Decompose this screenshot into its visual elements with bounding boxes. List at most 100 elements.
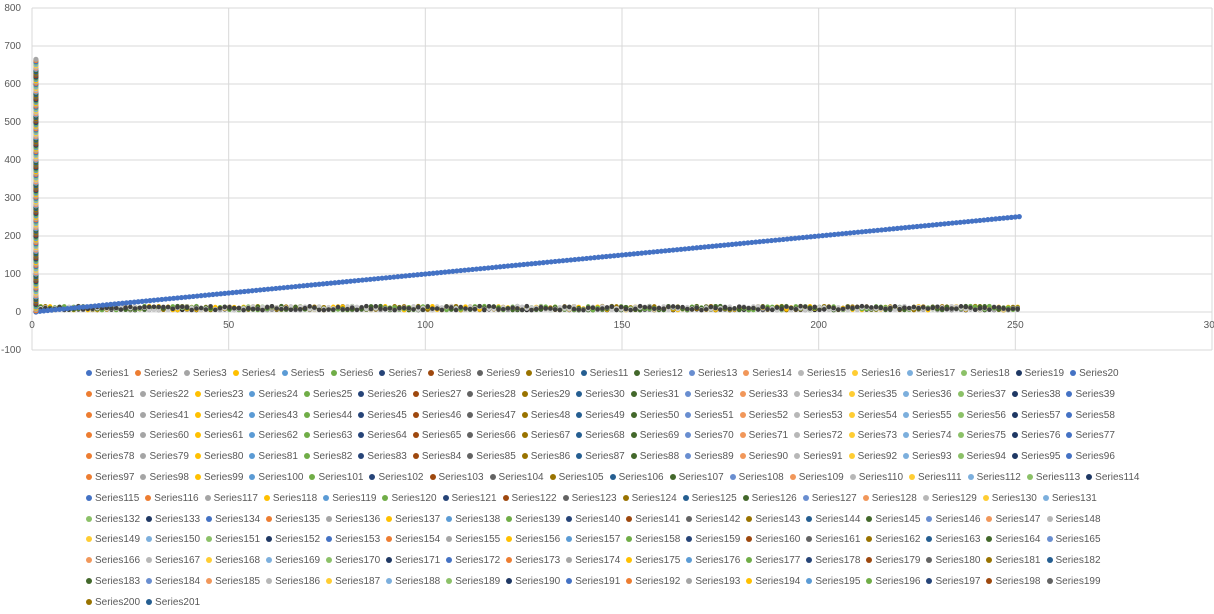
series1-point (839, 231, 845, 237)
band-point (236, 305, 242, 311)
series1-point (654, 248, 661, 255)
series1-point (666, 247, 672, 254)
legend-item: Series6 (330, 364, 373, 385)
legend-item: Series110 (849, 468, 903, 489)
band-point (618, 304, 624, 310)
band-point (194, 306, 199, 311)
legend-item: Series111 (909, 468, 962, 489)
legend-marker-icon (446, 577, 453, 584)
x-tick-label: 50 (223, 320, 235, 331)
legend-item: Series106 (609, 468, 664, 489)
legend-item: Series73 (848, 426, 897, 447)
legend-item: Series159 (686, 530, 740, 551)
legend-label: Series179 (875, 555, 921, 567)
legend-marker-icon (467, 453, 474, 460)
y-tick-label: 300 (4, 193, 21, 204)
legend-label: Series13 (697, 368, 738, 379)
legend-label: Series147 (995, 513, 1041, 525)
legend-item: Series78 (86, 447, 134, 468)
legend-marker-icon (206, 557, 213, 564)
series1-point (918, 223, 924, 229)
series1-point (709, 243, 716, 249)
legend-label: Series118 (272, 492, 318, 504)
band-point (769, 307, 775, 313)
band-point (354, 307, 360, 313)
legend-label: Series40 (95, 409, 135, 421)
series1-point (835, 231, 841, 237)
band-point (826, 304, 832, 310)
legend-marker-icon (249, 411, 256, 418)
legend-label: Series135 (275, 513, 321, 525)
legend-label: Series195 (815, 575, 861, 587)
legend-item: Series99 (194, 468, 243, 489)
legend-marker-icon (194, 390, 201, 397)
legend-item: Series157 (566, 530, 620, 551)
legend-label: Series194 (755, 575, 801, 587)
band-point (628, 307, 633, 313)
band-point (543, 306, 548, 311)
series1-point (363, 277, 369, 283)
legend-marker-icon (739, 453, 746, 460)
band-point (713, 305, 718, 311)
band-point (765, 307, 770, 312)
series1-point (871, 228, 877, 234)
band-point (496, 307, 501, 312)
legend-item: Series147 (986, 510, 1041, 531)
legend-label: Series170 (335, 555, 381, 567)
legend-item: Series136 (326, 510, 380, 531)
legend-marker-icon (266, 536, 273, 543)
series1-point (1000, 215, 1007, 221)
series1-point (261, 286, 267, 293)
band-point (458, 304, 464, 310)
legend-marker-icon (506, 557, 513, 564)
band-point (727, 306, 733, 312)
legend-label: Series171 (395, 555, 441, 567)
legend-marker-icon (386, 515, 393, 522)
legend-marker-icon (429, 473, 436, 480)
legend-label: Series66 (476, 430, 516, 442)
legend-marker-icon (303, 411, 310, 418)
legend-marker-icon (848, 390, 855, 397)
legend-label: Series160 (755, 534, 801, 546)
series1-point (446, 269, 452, 275)
band-point (477, 303, 482, 309)
band-point (345, 306, 350, 312)
legend-label: Series49 (585, 409, 625, 421)
legend-marker-icon (379, 370, 386, 376)
legend-marker-icon (746, 536, 753, 543)
band-point (538, 304, 544, 310)
legend-item: Series163 (926, 530, 980, 551)
series1-point (485, 265, 491, 271)
legend-label: Series54 (857, 409, 898, 421)
legend-item: Series77 (1066, 426, 1115, 447)
legend-label: Series83 (367, 451, 407, 463)
legend-label: Series131 (1051, 492, 1097, 504)
legend-marker-icon (802, 494, 809, 501)
legend-marker-icon (412, 390, 419, 397)
series1-point (568, 257, 574, 263)
band-point (614, 307, 619, 313)
band-point (397, 306, 402, 311)
legend-marker-icon (669, 473, 676, 480)
band-point (892, 304, 898, 309)
series1-point (214, 291, 220, 297)
legend-label: Series28 (476, 388, 516, 400)
legend-item: Series181 (986, 551, 1041, 572)
band-point (434, 306, 440, 311)
band-point (321, 307, 327, 313)
band-point (156, 304, 161, 310)
legend-label: Series51 (694, 409, 734, 421)
legend-item: Series104 (489, 468, 544, 489)
series1-point (540, 260, 546, 266)
legend-label: Series111 (918, 471, 962, 483)
band-point (491, 304, 497, 310)
series1-point (462, 267, 468, 273)
series1-point (257, 287, 263, 293)
series1-point (422, 271, 428, 277)
legend-item: Series2 (134, 364, 178, 385)
legend-marker-icon (194, 473, 201, 480)
legend-label: Series148 (1055, 513, 1101, 525)
legend-item: Series70 (685, 426, 734, 447)
band-point (288, 307, 294, 313)
legend-label: Series38 (1020, 388, 1061, 400)
